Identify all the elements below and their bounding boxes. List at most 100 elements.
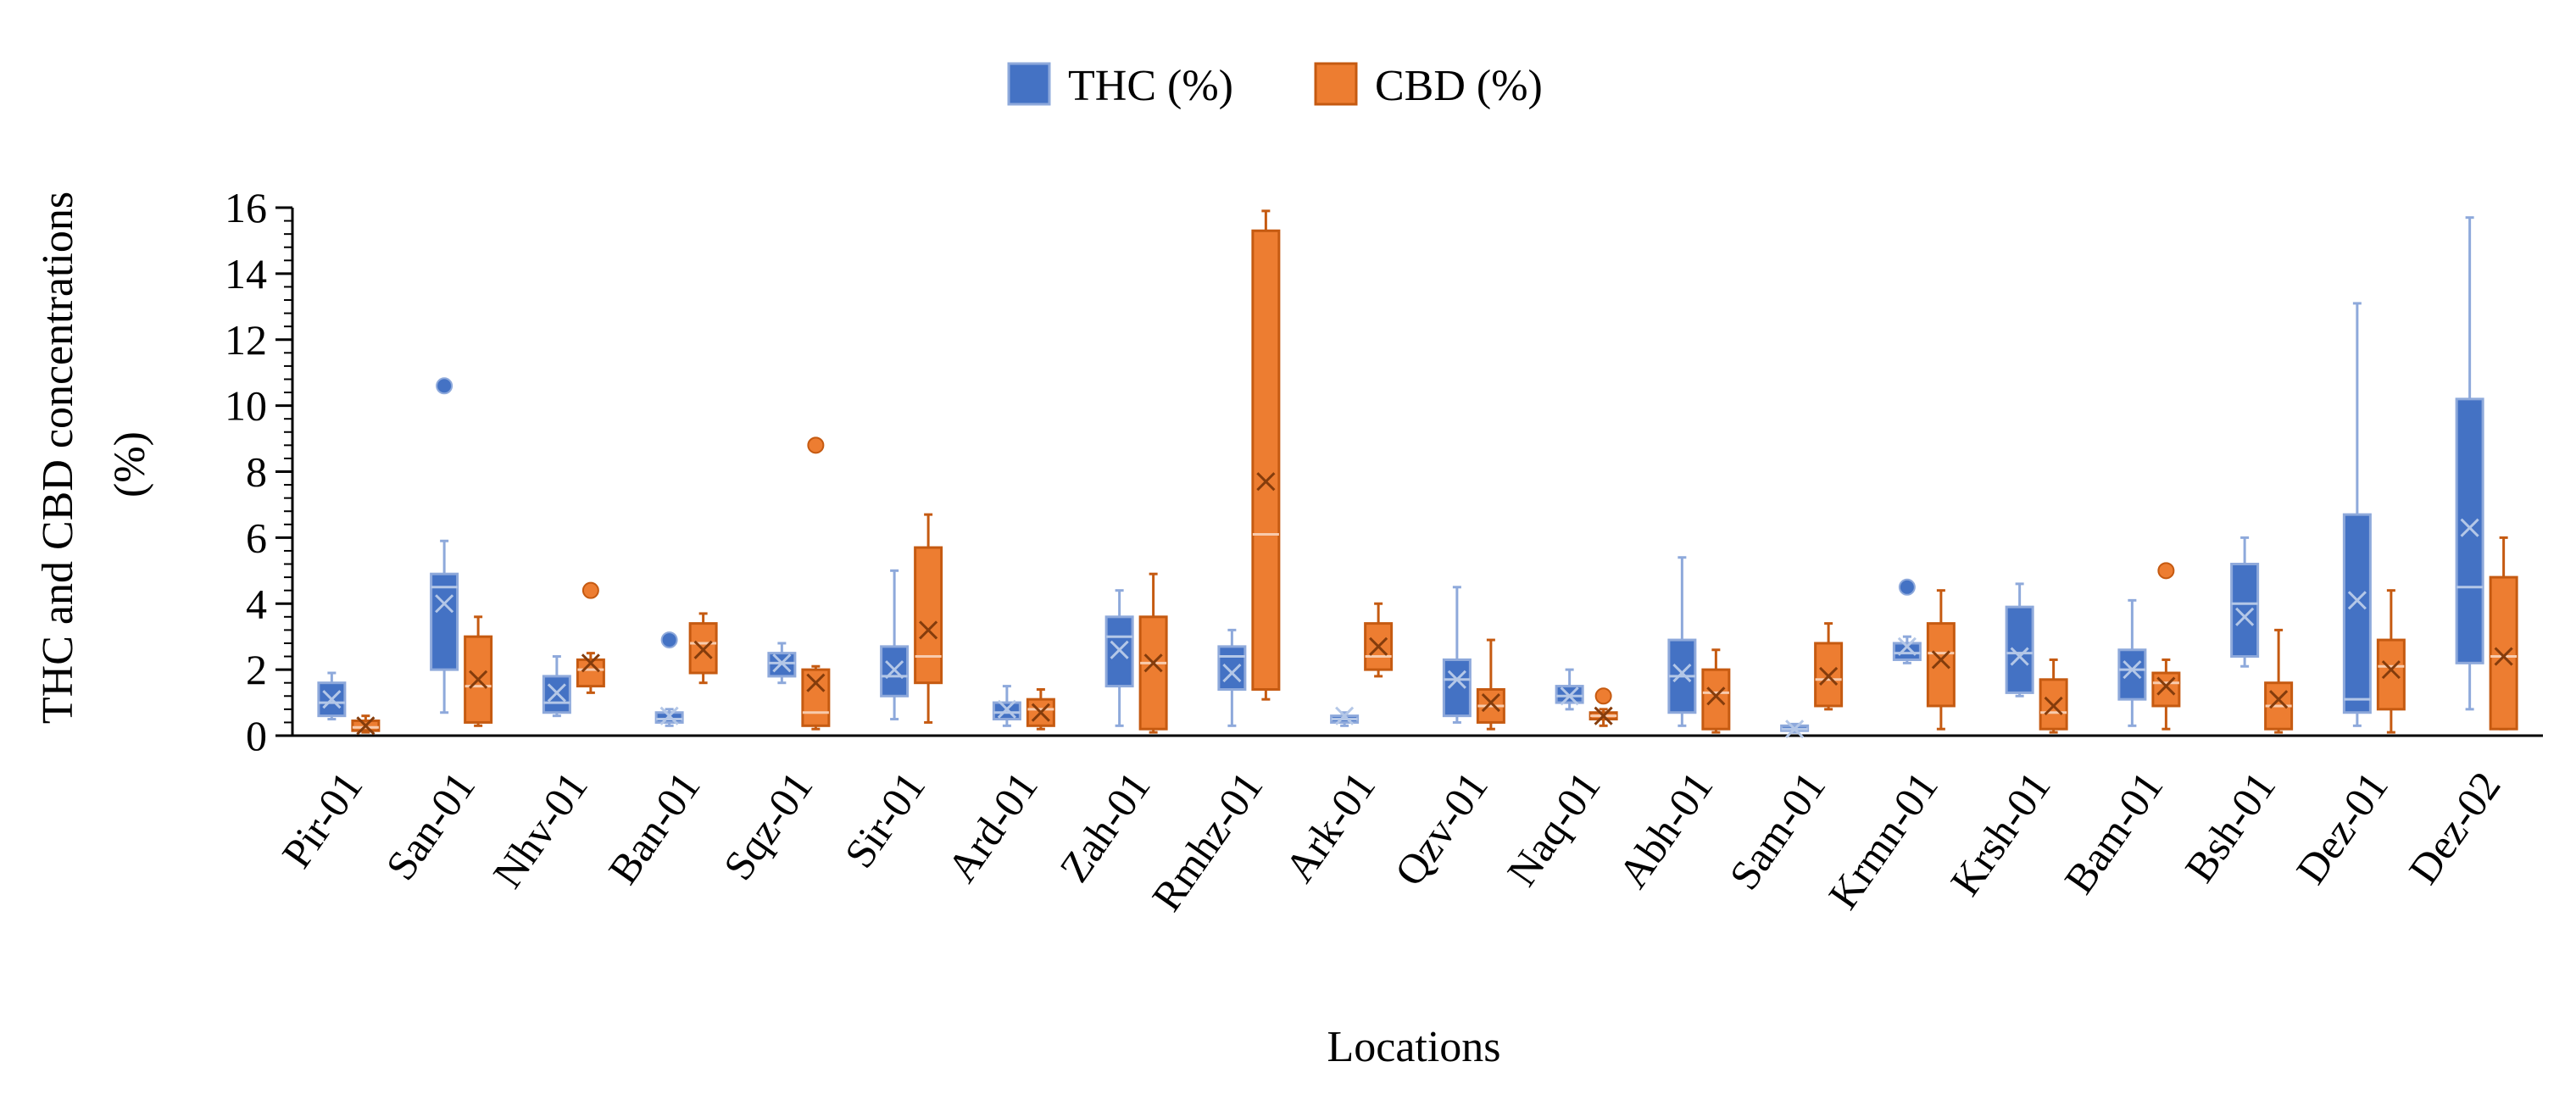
mean-marker (659, 706, 679, 725)
mean-marker (1369, 636, 1388, 656)
mean-marker (1143, 653, 1163, 673)
box-body (1701, 668, 1731, 731)
box-body (2117, 648, 2147, 701)
mean-marker (2044, 696, 2063, 716)
x-tick-label: Krsh-01 (1941, 763, 2060, 903)
mean-marker (1897, 636, 1917, 656)
x-tick-label: Sir-01 (835, 763, 934, 876)
box-thc (1667, 556, 1697, 727)
outlier-point (660, 631, 678, 649)
x-tick-label: Ard-01 (937, 763, 1047, 890)
mean-marker (1447, 670, 1466, 689)
mean-marker (1481, 693, 1500, 713)
y-tick-label: 8 (246, 448, 267, 496)
box-body (801, 668, 831, 727)
box-cbd (1026, 687, 1055, 731)
y-axis-title-line-2: (%) (106, 431, 154, 497)
mean-marker (1031, 703, 1050, 722)
x-tick-label: Bsh-01 (2175, 763, 2284, 890)
outlier-point (2157, 562, 2175, 580)
mean-marker (581, 653, 600, 673)
mean-marker (885, 660, 904, 680)
y-tick-label: 10 (225, 382, 267, 430)
box-cbd (1138, 572, 1168, 734)
box-thc (2005, 582, 2034, 698)
outlier-point (581, 581, 599, 599)
mean-marker (2460, 518, 2479, 537)
y-tick-label: 16 (225, 184, 267, 231)
legend-label-thc: THC (%) (1068, 62, 1233, 110)
box-body (2489, 575, 2518, 731)
box-cbd (1814, 622, 1844, 711)
legend-label-cbd: CBD (%) (1375, 62, 1543, 110)
mean-marker (806, 673, 826, 692)
box-body (430, 572, 459, 671)
box-cbd (2264, 628, 2294, 734)
x-tick-label: Qzv-01 (1385, 763, 1497, 894)
box-cbd (1364, 602, 1394, 678)
box-thc (767, 642, 797, 685)
box-body (2151, 671, 2181, 708)
box-cbd (688, 612, 718, 685)
box-cbd (2039, 658, 2068, 734)
y-tick-label: 2 (246, 646, 267, 693)
x-axis-title: Locations (1327, 1023, 1500, 1071)
box-thc (654, 631, 684, 727)
box-cbd (1251, 209, 1281, 701)
y-tick-label: 0 (246, 712, 267, 759)
box-thc (430, 377, 459, 714)
mean-marker (2381, 660, 2401, 680)
mean-marker (1335, 706, 1355, 725)
box-thc (2455, 216, 2484, 711)
box-cbd (351, 714, 381, 736)
box-thc (1780, 720, 1810, 739)
box-thc (992, 685, 1021, 727)
y-tick-label: 14 (225, 250, 267, 297)
box-thc (1330, 706, 1360, 727)
box-cbd (1926, 589, 1956, 731)
mean-marker (1256, 472, 1276, 492)
mean-marker (1785, 720, 1805, 739)
x-tick-label: Dez-01 (2287, 763, 2397, 892)
mean-marker (2123, 660, 2142, 680)
y-tick-label: 6 (246, 514, 267, 561)
box-thc (2117, 598, 2147, 727)
x-tick-label: Dez-02 (2399, 763, 2509, 892)
x-tick-label: Zah-01 (1050, 763, 1160, 890)
box-cbd (1588, 687, 1618, 727)
y-axis: 0 2 4 6 8 10 12 14 16 (225, 184, 294, 759)
outlier-point (1898, 578, 1916, 596)
mean-marker (1110, 640, 1129, 659)
legend-swatch-cbd (1314, 62, 1358, 106)
box-cbd (801, 436, 831, 731)
x-tick-label: Naq-01 (1498, 763, 1610, 894)
box-body (1892, 642, 1922, 661)
box-body (2455, 397, 2484, 664)
outlier-point (436, 377, 453, 395)
box-body (2005, 605, 2034, 694)
y-axis-title-line-1: THC and CBD concentrations (34, 192, 82, 724)
outlier-point (1594, 687, 1612, 705)
box-cbd (2376, 589, 2406, 734)
box-thc (1217, 628, 1247, 727)
box-cbd (2489, 536, 2518, 731)
box-cbd (1701, 648, 1731, 734)
mean-marker (547, 683, 566, 703)
box-body (1217, 645, 1247, 691)
box-body (914, 546, 943, 685)
x-tick-label: San-01 (376, 763, 484, 888)
legend-swatch-thc (1007, 62, 1051, 106)
box-cbd (2151, 562, 2181, 731)
mean-marker (2269, 690, 2289, 709)
mean-marker (772, 653, 792, 673)
x-tick-label: Rmhz-01 (1143, 763, 1272, 920)
mean-marker (2156, 676, 2176, 696)
mean-marker (2235, 607, 2255, 626)
outlier-point (807, 436, 825, 454)
box-thc (1442, 586, 1472, 724)
box-body (576, 658, 605, 688)
box-body (1926, 622, 1956, 708)
box-body (880, 645, 910, 698)
mean-marker (469, 670, 488, 689)
box-thc (2230, 536, 2260, 668)
